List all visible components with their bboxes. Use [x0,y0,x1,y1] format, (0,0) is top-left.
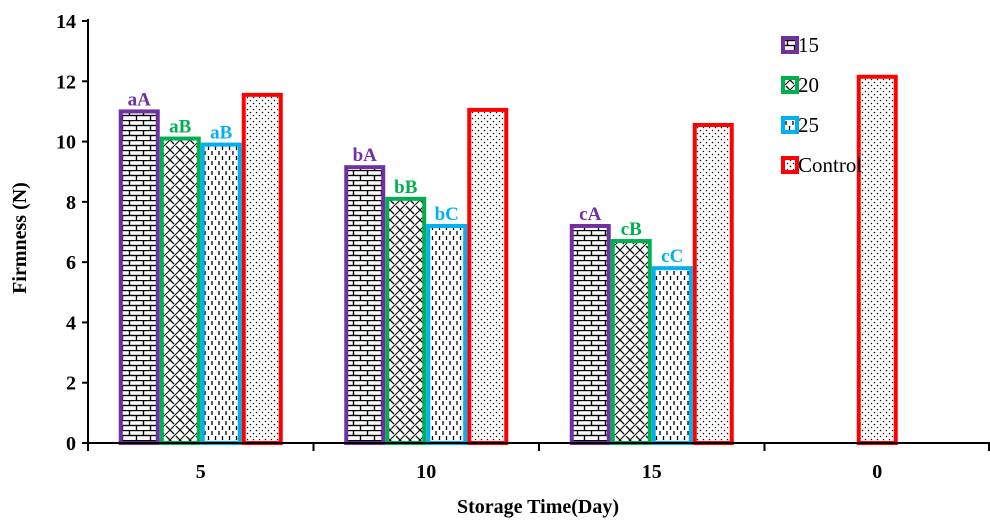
bar-15-5 [118,109,160,446]
legend-swatch-20 [781,76,799,94]
y-tick-label: 4 [66,312,76,334]
legend-label: 15 [798,33,819,57]
x-tick-label: 5 [196,461,206,483]
legend: 15 20 25 Control [781,33,862,177]
y-tick-label: 12 [56,71,76,93]
bar-20-5 [159,136,201,446]
axes-group: 0 2 4 6 8 10 12 14 5 10 15 0 [56,11,990,483]
y-tick-label: 14 [56,11,76,33]
bar-label: cC [661,246,683,267]
legend-swatch-25 [781,116,799,134]
x-tick-label: 10 [416,461,436,483]
bar-15-15 [569,223,611,445]
bar-20-10 [385,196,427,445]
y-tick-label: 8 [66,192,76,214]
legend-swatch-control [781,156,799,174]
bar-control-10 [467,107,509,446]
bar-label: bB [394,177,418,198]
y-tick-label: 0 [66,433,76,455]
bar-label: cB [621,219,642,240]
bar-25-15 [651,266,693,445]
legend-swatch-15 [781,36,799,54]
bar-label: cA [579,204,601,225]
bar-label: bA [353,145,378,166]
bar-label: aB [169,117,192,138]
bar-25-10 [426,223,468,445]
bar-control-15 [692,122,734,445]
bar-control-5 [241,92,283,445]
bar-25-5 [200,142,242,445]
bar-label: bC [435,204,459,225]
bar-20-15 [610,239,652,445]
y-tick-label: 10 [56,132,76,154]
x-tick-label: 15 [642,461,662,483]
y-tick-label: 2 [66,373,76,395]
x-tick-label: 0 [872,461,882,483]
bar-labels-group: aA aB aB bA bB bC cA cB cC [128,89,684,267]
legend-label: 25 [798,113,819,137]
legend-label: 20 [798,73,819,97]
y-tick-label: 6 [66,252,76,274]
bar-label: aA [128,89,152,110]
bars-group [118,74,898,446]
bar-label: aB [210,123,233,144]
bar-control-0 [856,74,898,445]
bar-15-10 [344,165,386,445]
legend-label: Control [798,153,862,177]
x-axis-title: Storage Time(Day) [457,496,619,518]
y-axis-title: Firmness (N) [9,182,31,294]
